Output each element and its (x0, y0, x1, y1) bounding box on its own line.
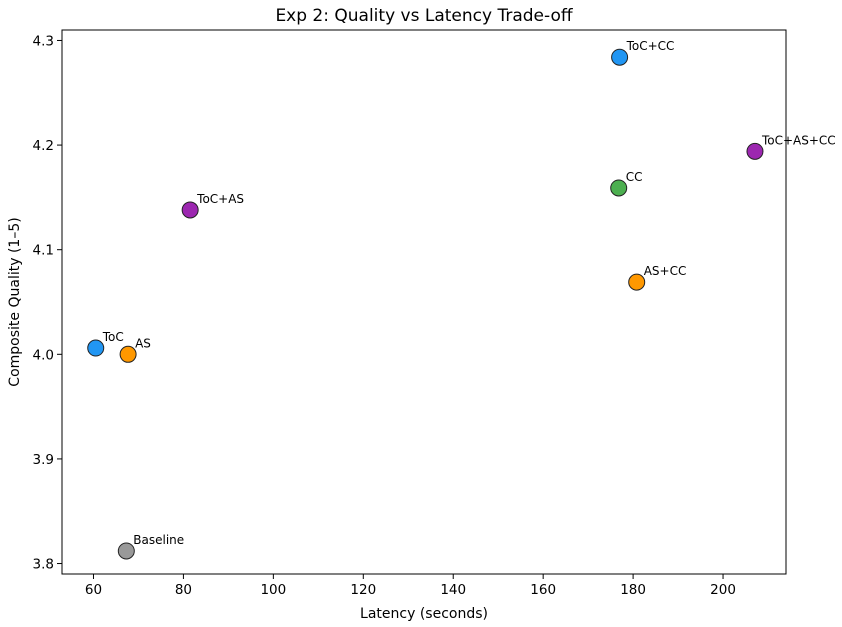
y-tick-label: 4.1 (33, 243, 54, 259)
y-tick-label: 4.2 (33, 138, 54, 154)
x-axis-label: Latency (seconds) (360, 606, 488, 622)
x-tick-label: 120 (350, 582, 376, 598)
y-axis: 3.8 3.9 4.0 4.1 4.2 4.3 (33, 33, 62, 573)
data-points (87, 48, 764, 560)
data-point (611, 48, 629, 66)
x-tick-label: 200 (710, 582, 736, 598)
point-label: AS+CC (644, 264, 687, 278)
x-tick-label: 140 (440, 582, 466, 598)
y-tick-label: 3.9 (33, 452, 54, 468)
y-axis-label: Composite Quality (1–5) (7, 217, 23, 386)
plot-area (61, 29, 787, 575)
point-label: ToC+AS (196, 192, 244, 206)
data-point (746, 142, 764, 160)
chart-title: Exp 2: Quality vs Latency Trade-off (275, 6, 573, 26)
x-tick-label: 100 (260, 582, 286, 598)
data-point (87, 339, 105, 357)
point-labels: Baseline ToC AS ToC+AS CC AS+CC ToC+CC ToC+AS+C… (102, 39, 836, 547)
point-label: ToC (102, 330, 124, 344)
data-point (181, 201, 199, 219)
point-label: ToC+AS+CC (761, 133, 836, 147)
x-axis: 60 80 100 120 140 160 180 200 (85, 574, 736, 598)
x-tick-label: 80 (175, 582, 192, 598)
data-point (119, 345, 137, 363)
data-point (610, 179, 628, 197)
data-point (117, 542, 135, 560)
data-point (628, 273, 646, 291)
y-tick-label: 4.3 (33, 33, 54, 49)
point-label: Baseline (133, 533, 184, 547)
point-label: CC (626, 170, 643, 184)
x-tick-label: 160 (530, 582, 556, 598)
point-label: AS (135, 336, 151, 350)
y-tick-label: 4.0 (33, 347, 54, 363)
y-tick-label: 3.8 (33, 557, 54, 573)
x-tick-label: 180 (620, 582, 646, 598)
x-tick-label: 60 (85, 582, 102, 598)
point-label: ToC+CC (626, 39, 675, 53)
